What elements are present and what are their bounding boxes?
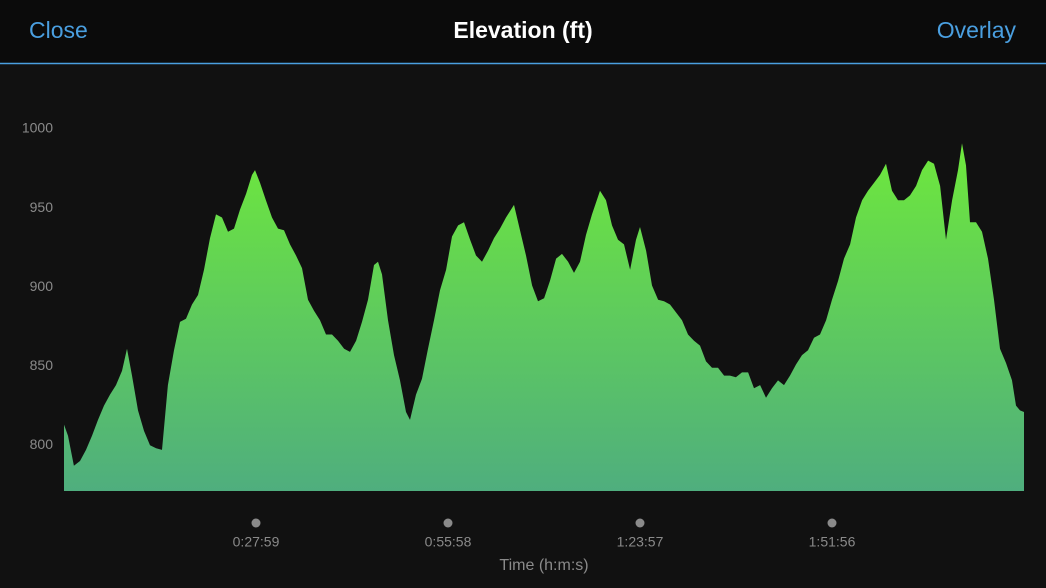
x-tick-dot: [443, 518, 453, 528]
x-tick-dot: [251, 518, 261, 528]
x-tick-dot: [827, 518, 837, 528]
overlay-button[interactable]: Overlay: [937, 17, 1017, 43]
y-tick-label: 850: [30, 357, 54, 373]
x-tick-dot: [635, 518, 645, 528]
close-button[interactable]: Close: [29, 17, 88, 43]
header-bar: [0, 0, 1046, 63]
chart-title: Elevation (ft): [453, 17, 592, 43]
x-tick-label: 1:51:56: [809, 534, 856, 550]
x-tick-label: 0:55:58: [425, 534, 472, 550]
y-tick-label: 900: [30, 278, 54, 294]
elevation-area: [64, 143, 1024, 491]
y-tick-label: 950: [30, 199, 54, 215]
x-tick-label: 0:27:59: [233, 534, 280, 550]
x-tick-label: 1:23:57: [617, 534, 664, 550]
x-axis-label: Time (h:m:s): [499, 557, 588, 574]
y-tick-label: 1000: [22, 120, 53, 136]
y-tick-label: 800: [30, 436, 54, 452]
